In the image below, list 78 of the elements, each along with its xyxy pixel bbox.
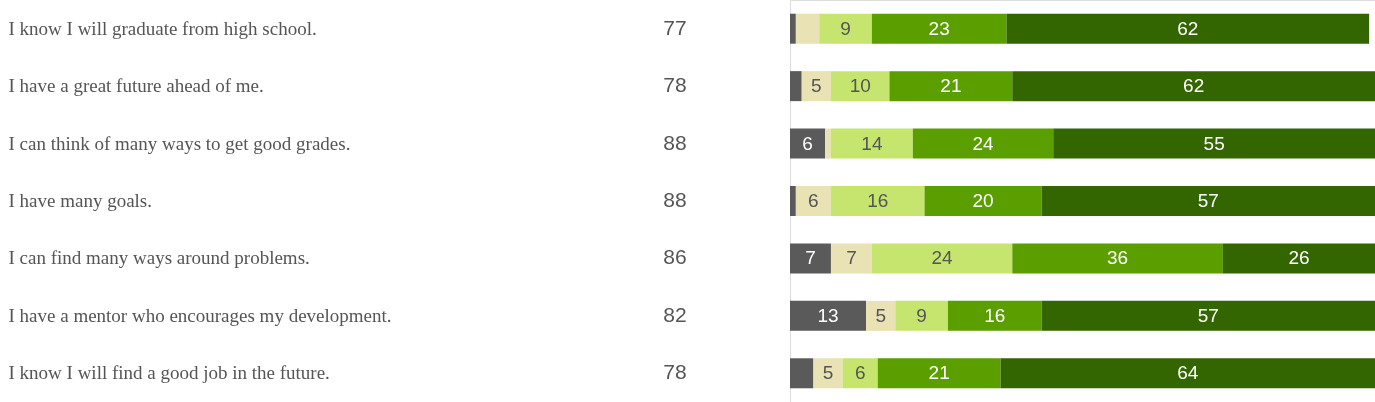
bar bbox=[825, 128, 831, 159]
bar bbox=[813, 358, 843, 389]
bar bbox=[912, 128, 1054, 159]
bar bbox=[830, 71, 890, 102]
bar bbox=[1000, 358, 1375, 389]
text: 78 bbox=[663, 73, 687, 97]
bar bbox=[790, 13, 796, 44]
bar bbox=[795, 13, 820, 44]
bar bbox=[790, 71, 802, 102]
data-label: 10 bbox=[849, 75, 871, 97]
data-label: 21 bbox=[928, 362, 950, 384]
data-label: 16 bbox=[867, 190, 889, 211]
bar bbox=[871, 243, 1013, 274]
data-label: 6 bbox=[808, 190, 819, 211]
data-label: 6 bbox=[802, 132, 813, 154]
bar bbox=[790, 358, 814, 389]
data-label: 14 bbox=[861, 132, 883, 154]
data-label: 5 bbox=[811, 75, 822, 97]
data-label: 6 bbox=[854, 362, 866, 384]
bar bbox=[924, 186, 1042, 216]
bar bbox=[1041, 186, 1375, 216]
data-label: 7 bbox=[805, 247, 816, 269]
data-label: 5 bbox=[822, 362, 834, 384]
text: 88 bbox=[663, 130, 687, 154]
data-label: 62 bbox=[1183, 75, 1205, 97]
bar bbox=[895, 300, 948, 331]
bar bbox=[830, 243, 872, 274]
bar bbox=[1012, 243, 1223, 274]
text: 78 bbox=[663, 360, 687, 384]
y-tick-label: I can think of many ways to get good grades. bbox=[8, 132, 351, 154]
bar bbox=[1006, 13, 1370, 44]
bar bbox=[1053, 128, 1375, 159]
data-label: 21 bbox=[940, 75, 962, 97]
bar bbox=[790, 243, 831, 274]
y-tick-label: I have many goals. bbox=[8, 190, 153, 211]
y-tick-label: I can find many ways around problems. bbox=[8, 247, 310, 269]
y-tick-label: I know I will graduate from high school. bbox=[8, 17, 317, 39]
data-label: 62 bbox=[1177, 17, 1199, 39]
bar bbox=[889, 71, 1013, 102]
text: 86 bbox=[663, 245, 687, 269]
bar bbox=[1222, 243, 1375, 274]
bar bbox=[795, 186, 831, 216]
data-label: 23 bbox=[928, 17, 950, 39]
bar bbox=[877, 358, 1001, 389]
bar bbox=[1041, 300, 1375, 331]
data-label: 57 bbox=[1197, 304, 1219, 326]
y-tick-label: I have a great future ahead of me. bbox=[8, 75, 264, 97]
data-label: 24 bbox=[972, 132, 995, 154]
bar bbox=[819, 13, 872, 44]
data-label: 7 bbox=[846, 247, 857, 269]
bar bbox=[790, 300, 867, 331]
bar bbox=[866, 300, 896, 331]
bar bbox=[871, 13, 1007, 44]
bar bbox=[947, 300, 1042, 331]
data-label: 55 bbox=[1203, 132, 1225, 154]
data-label: 9 bbox=[840, 17, 851, 39]
bar bbox=[842, 358, 878, 389]
bar bbox=[790, 186, 796, 216]
bar bbox=[801, 71, 831, 102]
data-label: 64 bbox=[1177, 362, 1199, 384]
bar bbox=[790, 128, 826, 159]
data-label: 36 bbox=[1107, 247, 1129, 269]
bar bbox=[830, 186, 925, 216]
bar bbox=[830, 128, 913, 159]
y-tick-label: I know I will find a good job in the future. bbox=[8, 362, 330, 384]
data-label: 26 bbox=[1288, 247, 1310, 269]
data-label: 13 bbox=[817, 304, 839, 326]
data-label: 5 bbox=[875, 304, 886, 326]
data-label: 57 bbox=[1197, 190, 1219, 211]
data-label: 9 bbox=[916, 304, 927, 326]
data-label: 16 bbox=[984, 304, 1006, 326]
text: 77 bbox=[663, 15, 687, 39]
text: 82 bbox=[663, 302, 687, 326]
bar bbox=[1012, 71, 1375, 102]
text: 88 bbox=[663, 188, 687, 211]
y-tick-label: I have a mentor who encourages my development. bbox=[8, 304, 392, 326]
data-label: 20 bbox=[972, 190, 994, 211]
data-label: 24 bbox=[931, 247, 954, 269]
